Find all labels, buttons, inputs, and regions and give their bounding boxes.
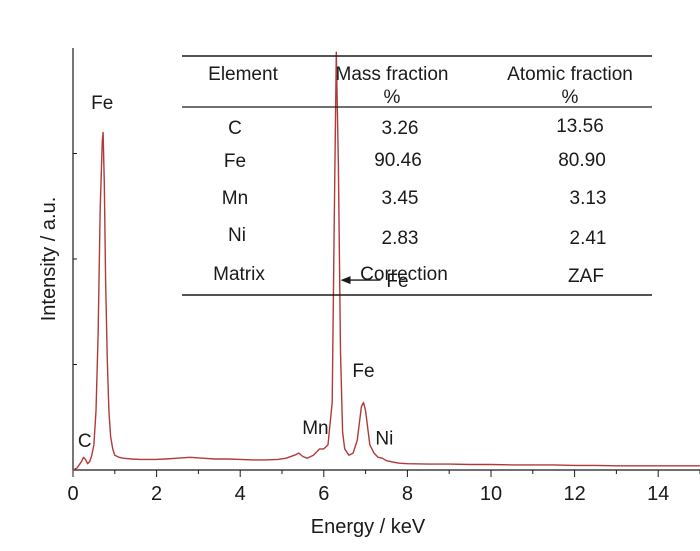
x-axis-label: Energy / keV: [311, 516, 426, 538]
x-tick-label: 6: [318, 483, 329, 505]
peak-label: Fe: [91, 93, 113, 114]
spectrum-line: [72, 51, 700, 471]
arrow-annotation: Fe: [340, 271, 409, 292]
table-cell: Mn: [222, 188, 248, 209]
table-header-element: Element: [208, 64, 278, 85]
x-tick-label: 8: [402, 483, 413, 505]
y-axis-ticks: [73, 153, 77, 365]
table-cell: Matrix: [213, 264, 265, 285]
peak-label: C: [78, 431, 92, 452]
table-header-atomic-unit: %: [562, 87, 579, 108]
table-cell: 13.56: [556, 116, 604, 137]
table-cell: Ni: [228, 225, 246, 246]
table-cell: Fe: [224, 151, 246, 172]
x-tick-label: 14: [647, 483, 669, 505]
peak-label: Mn: [302, 418, 328, 439]
arrow-head: [340, 276, 351, 285]
table-header-mass: Mass fraction: [336, 64, 449, 85]
table-cell: C: [228, 118, 242, 139]
x-tick-label: 4: [235, 483, 246, 505]
table-cell: 3.13: [570, 188, 607, 209]
table-cell: 80.90: [558, 150, 606, 171]
arrow-label: Fe: [386, 271, 408, 292]
table-cell: 3.45: [382, 188, 419, 209]
table-cell: 2.83: [382, 228, 419, 249]
table-cell: Correction: [360, 264, 448, 285]
table-header-mass-unit: %: [384, 87, 401, 108]
x-tick-label: 10: [480, 483, 502, 505]
inset-data-table: Element Mass fraction % Atomic fraction …: [182, 55, 652, 296]
x-tick-label: 0: [67, 483, 78, 505]
peak-labels: C Fe Mn Fe Ni: [78, 93, 394, 452]
peak-label: Ni: [375, 429, 393, 450]
table-cell: ZAF: [568, 266, 604, 287]
table-cell: 90.46: [374, 150, 422, 171]
table-header-atomic: Atomic fraction: [507, 64, 633, 85]
table-cell: 2.41: [570, 228, 607, 249]
peak-label: Fe: [352, 361, 374, 382]
x-tick-label: 12: [563, 483, 585, 505]
y-axis-label: Intensity / a.u.: [38, 197, 60, 322]
x-tick-label: 2: [151, 483, 162, 505]
table-cell: 3.26: [382, 118, 419, 139]
x-axis-ticks: 0 2 4 6 8 10 12 14: [67, 470, 700, 505]
